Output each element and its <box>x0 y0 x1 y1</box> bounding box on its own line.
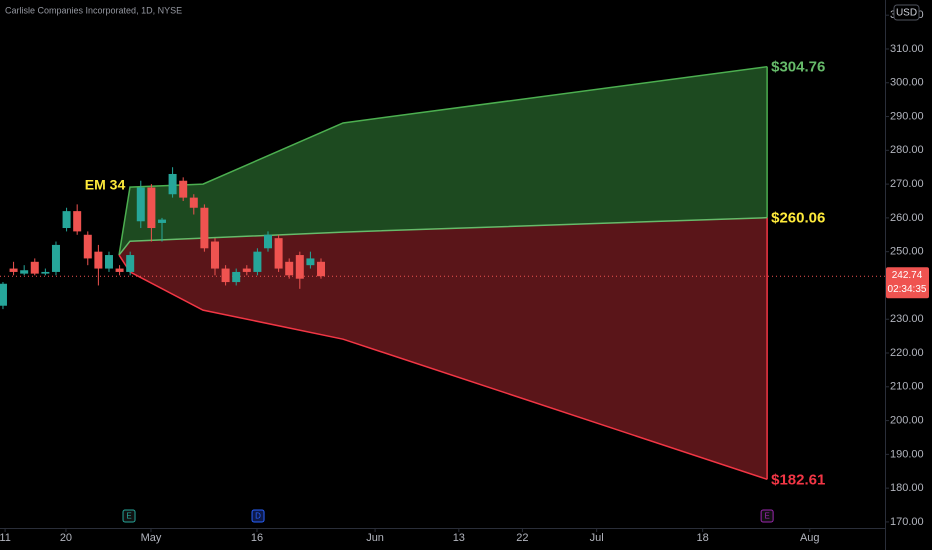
y-tick-label: 190.00 <box>890 448 924 460</box>
candle-body <box>232 271 241 283</box>
event-label: E <box>126 512 131 521</box>
y-tick-label: 290.00 <box>890 110 924 122</box>
candle-body <box>200 207 209 249</box>
x-tick-label: 16 <box>251 532 263 544</box>
candle-body <box>253 251 262 272</box>
y-tick-label: 260.00 <box>890 212 924 224</box>
y-tick-label: 270.00 <box>890 178 924 190</box>
candle-body <box>104 255 113 269</box>
current-price-label: 242.74 <box>892 270 923 281</box>
y-tick-label: 280.00 <box>890 144 924 156</box>
x-tick-label: Jul <box>590 532 604 544</box>
current-price-badge <box>886 267 929 299</box>
candle-body <box>115 268 124 272</box>
candle-body <box>285 261 294 276</box>
lower-band-area <box>119 217 768 480</box>
y-tick-label: 300.00 <box>890 77 924 89</box>
x-tick-label: 20 <box>60 532 72 544</box>
candle-body <box>9 268 18 272</box>
y-tick-label: 230.00 <box>890 313 924 325</box>
chart-title: Carlisle Companies Incorporated, 1D, NYS… <box>5 5 182 15</box>
candle-body <box>41 271 50 274</box>
x-tick-label: May <box>141 532 162 544</box>
event-label: D <box>255 512 261 521</box>
candle-body <box>317 261 326 277</box>
x-tick-label: Jun <box>366 532 384 544</box>
annotation: EM 34 <box>85 177 126 193</box>
x-tick-label: 11 <box>0 532 11 544</box>
candle-body <box>51 244 60 272</box>
y-tick-label: 170.00 <box>890 516 924 528</box>
candle-body <box>83 234 92 259</box>
y-tick-label: 210.00 <box>890 381 924 393</box>
candle-body <box>147 187 156 229</box>
event-label: E <box>764 512 769 521</box>
x-tick-label: 18 <box>697 532 709 544</box>
event-marker <box>122 509 136 523</box>
event-marker <box>760 509 774 523</box>
x-tick-label: Aug <box>800 532 820 544</box>
candle-body <box>30 261 39 274</box>
candle-body <box>0 283 7 306</box>
candle-body <box>210 241 219 269</box>
candle-body <box>73 211 82 232</box>
candle-body <box>306 258 315 266</box>
candle-body <box>168 173 177 195</box>
candle-body <box>136 187 145 222</box>
currency-badge <box>893 4 920 21</box>
candle-body <box>94 251 103 269</box>
candle-body <box>189 197 198 208</box>
candle-body <box>126 255 135 272</box>
candle-body <box>20 270 29 274</box>
x-tick-label: 22 <box>516 532 528 544</box>
candle-body <box>62 211 71 229</box>
y-tick-label: 310.00 <box>890 43 924 55</box>
band-line <box>118 65 768 256</box>
currency-label: USD <box>896 8 917 19</box>
plot-area <box>0 65 885 481</box>
candle-body <box>274 238 283 269</box>
candle-body <box>157 219 166 223</box>
x-tick-label: 13 <box>453 532 465 544</box>
y-tick-label: 250.00 <box>890 246 924 258</box>
band-end-label: $304.76 <box>771 59 825 76</box>
event-marker <box>251 509 265 523</box>
upper-band-area <box>119 66 768 256</box>
candle-body <box>179 180 188 198</box>
band-end-label: $260.06 <box>771 210 825 227</box>
y-tick-label: 200.00 <box>890 414 924 426</box>
candle-body <box>295 255 304 279</box>
countdown-label: 02:34:35 <box>888 284 927 295</box>
candle-body <box>221 268 230 283</box>
y-tick-label: 180.00 <box>890 482 924 494</box>
candle-body <box>242 268 251 272</box>
candle-body <box>264 234 273 249</box>
band-end-label: $182.61 <box>771 471 825 488</box>
y-tick-label: 220.00 <box>890 347 924 359</box>
